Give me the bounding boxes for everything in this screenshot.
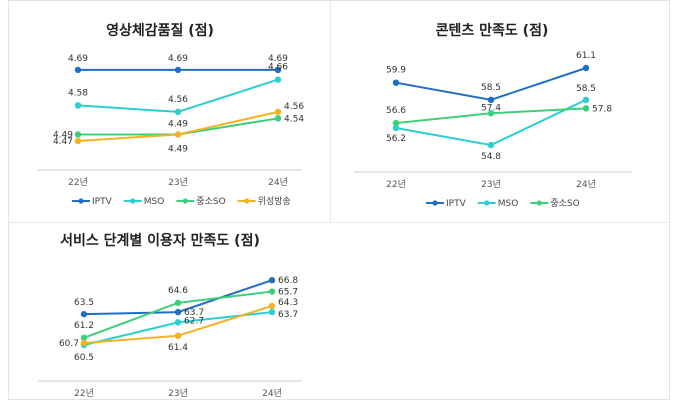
data-point — [174, 131, 182, 138]
data-label: 4.56 — [284, 102, 304, 112]
data-point — [487, 110, 495, 117]
data-point — [80, 310, 88, 318]
data-point — [487, 141, 495, 149]
data-label: 61.1 — [576, 51, 596, 61]
data-point — [174, 66, 182, 74]
data-label: 4.49 — [168, 119, 188, 129]
x-tick-label: 23년 — [168, 388, 188, 399]
data-point — [274, 66, 282, 74]
data-point — [274, 115, 282, 122]
x-tick-label: 23년 — [168, 177, 188, 188]
legend-label: IPTV — [446, 199, 467, 209]
legend-label: MSO — [498, 199, 519, 209]
data-label: 61.4 — [168, 343, 188, 353]
data-label: 4.69 — [168, 54, 188, 64]
data-point — [174, 332, 182, 339]
data-point — [274, 108, 282, 116]
data-label: 56.6 — [386, 106, 406, 116]
legend-swatch-dot — [130, 198, 136, 204]
data-point — [74, 131, 82, 138]
data-point — [582, 96, 590, 104]
data-label: 4.66 — [268, 63, 288, 73]
legend-label: 위성방송 — [258, 196, 291, 207]
legend-label: 중소SO — [550, 198, 579, 209]
data-point — [74, 137, 82, 145]
video-quality-chart: 영상체감품질 (점) 22년 23년 24년 4.69 4.69 4.69 4.58 4.56 4… — [38, 22, 304, 207]
data-label: 56.2 — [386, 134, 406, 144]
legend-label: 중소SO — [196, 196, 225, 207]
data-point — [487, 96, 495, 104]
x-tick-label: 24년 — [576, 179, 596, 190]
data-label: 4.47 — [53, 137, 73, 147]
data-point — [274, 76, 282, 83]
data-label: 61.2 — [74, 321, 94, 331]
data-point — [174, 319, 182, 326]
data-label: 58.5 — [481, 83, 501, 93]
data-label: 60.7 — [59, 339, 79, 349]
chart-title: 영상체감품질 (점) — [106, 22, 214, 39]
data-label: 66.8 — [278, 276, 298, 286]
data-label: 62.7 — [184, 316, 204, 326]
data-point — [582, 105, 590, 112]
data-point — [268, 277, 276, 284]
data-point — [392, 79, 400, 86]
legend-swatch-dot — [244, 198, 250, 204]
vertical-divider — [330, 0, 331, 222]
legend-label: IPTV — [92, 197, 113, 207]
x-tick-label: 24년 — [268, 177, 288, 188]
data-label: 4.69 — [268, 54, 288, 64]
data-point — [174, 108, 182, 116]
data-point — [74, 102, 82, 109]
service-satisfaction-chart: 서비스 단계별 이용자 만족도 (점) 22년 23년 24년 63.5 63.7 66.8… — [38, 232, 302, 399]
horizontal-divider — [8, 222, 669, 223]
dashboard-frame — [8, 0, 670, 400]
legend-swatch-dot — [536, 200, 542, 206]
data-label: 4.49 — [168, 144, 188, 154]
data-point — [268, 302, 276, 310]
data-label: 63.7 — [278, 310, 298, 320]
data-point — [268, 308, 276, 316]
data-label: 58.5 — [576, 84, 596, 94]
data-point — [582, 64, 590, 72]
legend-swatch-dot — [78, 198, 84, 204]
data-label: 4.69 — [68, 54, 88, 64]
data-label: 64.3 — [278, 298, 298, 308]
data-label: 54.8 — [481, 152, 501, 162]
data-label: 4.58 — [68, 88, 88, 98]
data-label: 60.5 — [74, 353, 94, 363]
data-label: 63.5 — [74, 298, 94, 308]
data-point — [80, 339, 88, 347]
legend-swatch-dot — [432, 200, 438, 206]
data-label: 4.54 — [284, 114, 304, 124]
data-point — [392, 124, 400, 132]
data-label: 57.4 — [481, 103, 501, 113]
content-satisfaction-chart: 콘텐츠 만족도 (점) 22년 23년 24년 59.9 58.5 61.1 56.2 54.8… — [354, 22, 632, 209]
x-tick-label: 22년 — [68, 177, 88, 188]
data-label: 4.56 — [168, 95, 188, 105]
data-label: 59.9 — [386, 66, 406, 76]
data-label: 57.8 — [592, 104, 612, 114]
data-point — [74, 66, 82, 74]
data-point — [392, 119, 400, 127]
data-label: 4.49 — [53, 130, 73, 140]
data-point — [80, 334, 88, 342]
legend-label: MSO — [144, 197, 165, 207]
chart-title: 서비스 단계별 이용자 만족도 (점) — [60, 232, 260, 249]
data-point — [174, 308, 182, 316]
data-label: 65.7 — [278, 288, 298, 298]
x-tick-label: 23년 — [481, 179, 501, 190]
legend-swatch-dot — [484, 200, 490, 206]
x-tick-label: 22년 — [386, 179, 406, 190]
data-label: 63.7 — [184, 308, 204, 318]
data-point — [268, 288, 276, 295]
x-tick-label: 22년 — [74, 388, 94, 399]
x-tick-label: 24년 — [262, 388, 282, 399]
data-label: 64.6 — [168, 286, 188, 296]
legend-swatch-dot — [182, 198, 188, 204]
data-point — [174, 299, 182, 307]
chart-title: 콘텐츠 만족도 (점) — [436, 22, 549, 39]
